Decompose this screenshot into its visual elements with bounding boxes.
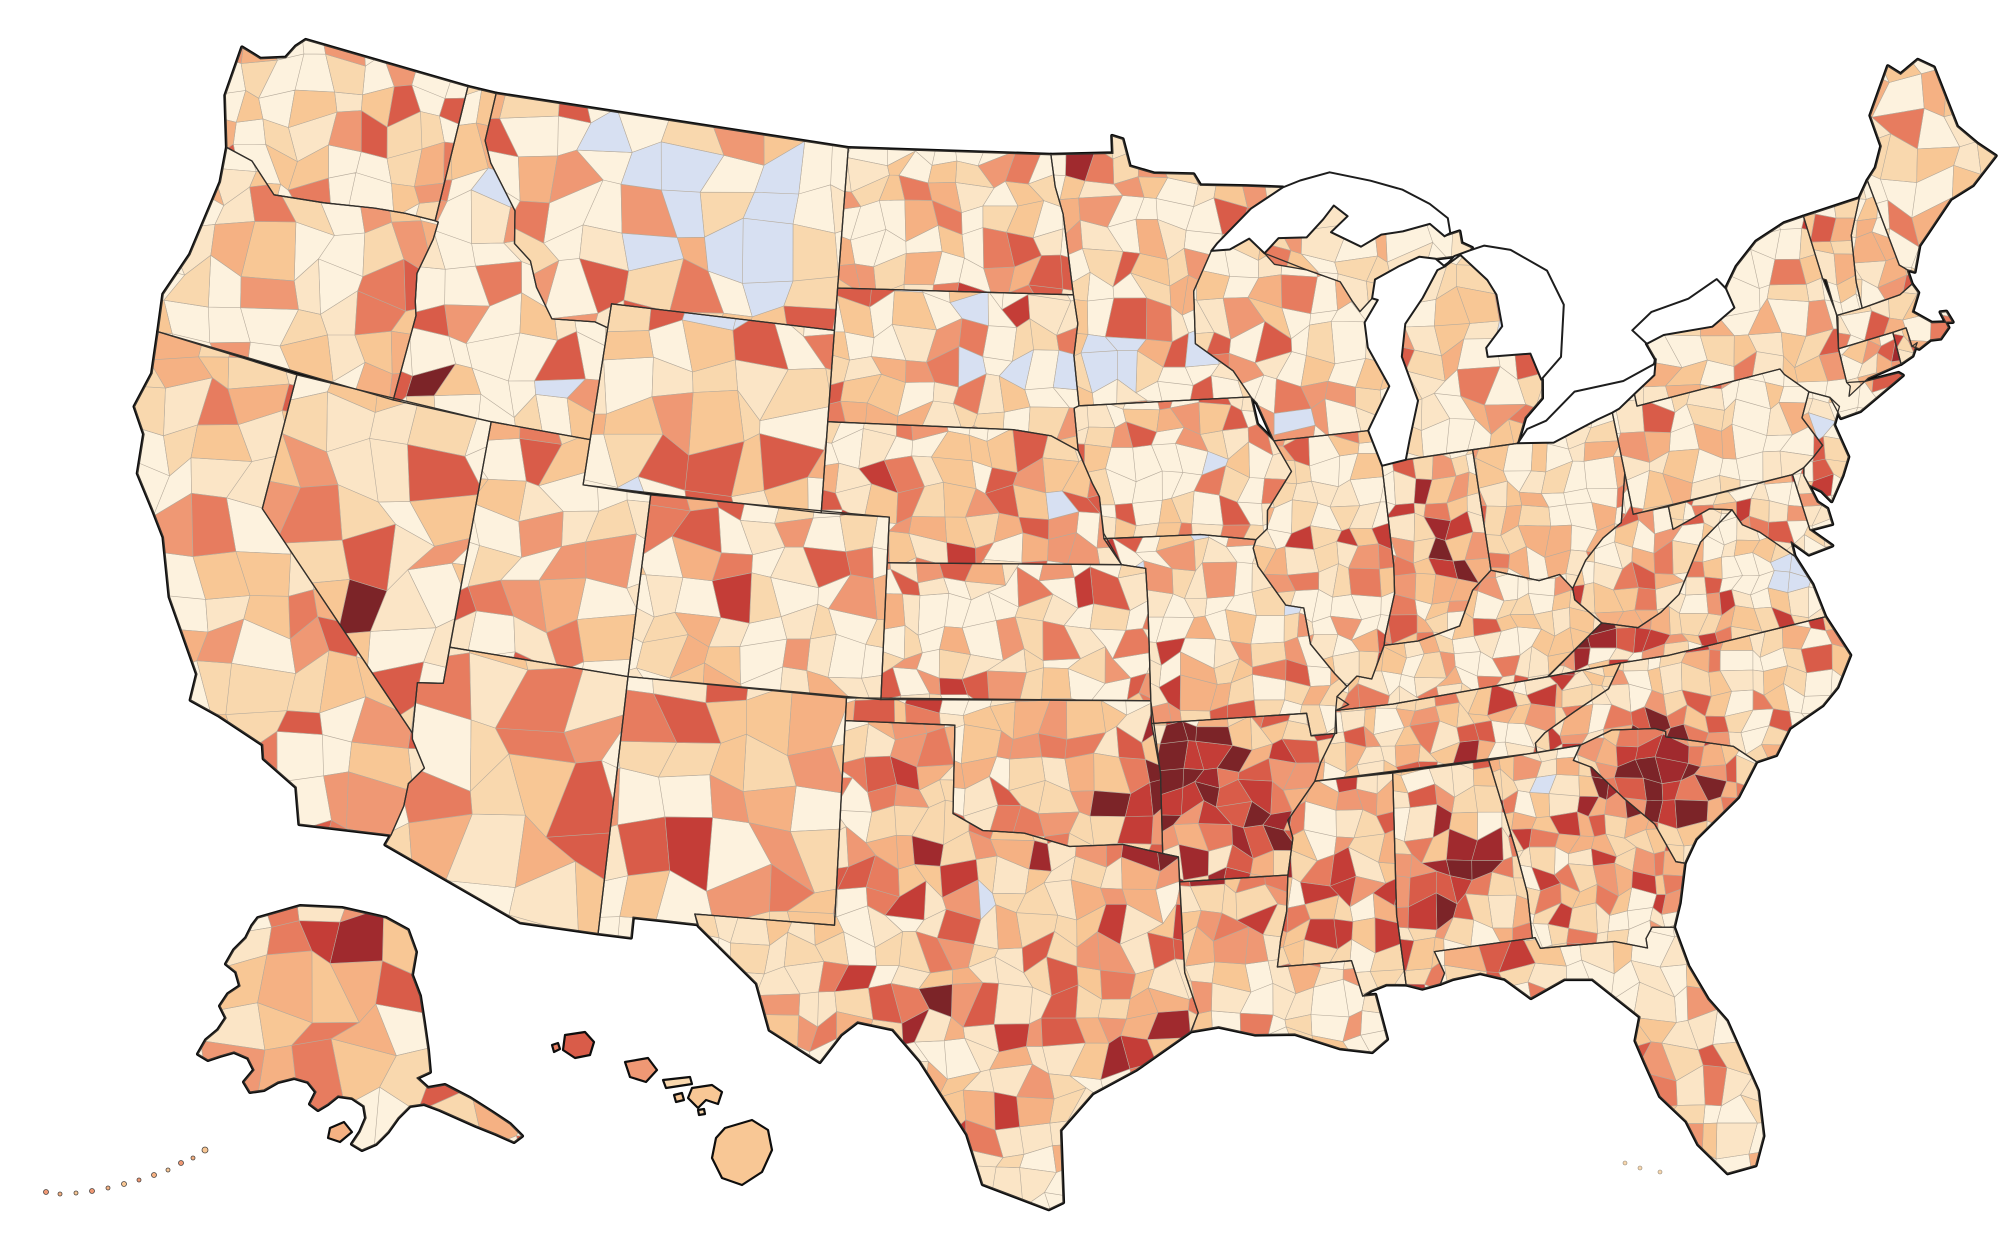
state-border-NC	[1534, 616, 1851, 763]
island-bigisland	[710, 1118, 774, 1187]
state-counties-AR	[1151, 713, 1335, 882]
island-maui	[686, 1083, 724, 1110]
county-group	[1529, 774, 1557, 794]
aleutian-island-dot	[165, 1167, 171, 1173]
county-group	[1809, 213, 1837, 243]
island-lanai	[672, 1091, 686, 1104]
county-group	[901, 835, 1192, 1080]
lake-huron	[1443, 244, 1565, 381]
state-counties-PA	[1612, 369, 1823, 515]
county-group	[880, 562, 1072, 701]
island-kauai	[561, 1030, 596, 1060]
state-border-TX	[694, 719, 1199, 1210]
island-niihau	[550, 1041, 562, 1054]
state-counties-ND	[837, 148, 1074, 295]
aleutian-island-dot	[201, 1146, 209, 1154]
county-group	[1613, 756, 1727, 829]
aleutian-island-dot	[73, 1190, 79, 1196]
state-counties-AZ	[385, 647, 628, 934]
county-fill-layer	[134, 39, 1996, 1210]
county-group	[664, 816, 713, 892]
county-group	[977, 879, 997, 921]
county-group	[821, 421, 1122, 565]
lake-michigan	[1363, 255, 1446, 467]
county-group	[711, 572, 752, 624]
florida-keys-dot	[1657, 1169, 1663, 1175]
state-counties-KS	[880, 562, 1151, 701]
aleutian-island-dot	[121, 1181, 127, 1187]
county-group	[1807, 412, 1837, 441]
county-group	[1236, 903, 1279, 936]
county-group	[1001, 294, 1031, 328]
aleutian-island-dot	[89, 1188, 95, 1194]
state-border-AZ	[384, 646, 629, 935]
state-counties-FL	[1434, 927, 1764, 1174]
county-group	[1273, 408, 1316, 436]
county-group	[827, 288, 964, 451]
state-counties-CO	[628, 495, 890, 700]
island-kahoolawe	[696, 1107, 707, 1117]
county-group	[1006, 231, 1074, 295]
state-border-FL	[1433, 926, 1765, 1174]
hawaii-inset	[43, 1030, 1663, 1197]
lake-erie	[1516, 358, 1657, 445]
county-group	[1488, 811, 1667, 949]
aleutian-island-dot	[136, 1177, 142, 1183]
county-group	[1016, 566, 1151, 701]
state-border-AK	[197, 905, 523, 1151]
island-kodiak	[326, 1120, 354, 1144]
aleutian-island-dot	[178, 1160, 184, 1166]
state-counties-IA	[1074, 396, 1292, 540]
island-oahu	[623, 1056, 659, 1084]
state-counties-ME	[1867, 59, 1996, 272]
florida-keys-dot	[1637, 1165, 1643, 1171]
aleutian-island-dot	[151, 1172, 157, 1178]
lake-ontario	[1631, 278, 1736, 345]
county-group	[163, 183, 405, 347]
county-group	[1045, 490, 1080, 520]
county-group	[845, 697, 1154, 854]
aleutian-island-dot	[43, 1189, 49, 1195]
aleutian-island-dot	[57, 1191, 63, 1197]
county-group	[1435, 859, 1504, 931]
state-counties-WY	[583, 303, 835, 513]
island-molokai	[661, 1075, 694, 1090]
county-group	[880, 562, 1148, 701]
great-lakes	[1210, 171, 1736, 467]
county-group	[576, 107, 806, 318]
county-group	[938, 566, 1094, 701]
aleutian-island-dot	[190, 1155, 196, 1161]
lake-superior	[1210, 171, 1452, 255]
state-border-ME	[1866, 59, 1997, 273]
state-counties-MN	[1050, 135, 1283, 406]
aleutian-island-dot	[105, 1185, 111, 1191]
state-counties-NE	[821, 421, 1122, 565]
florida-keys-dot	[1622, 1160, 1628, 1166]
county-group	[405, 363, 457, 397]
county-group	[1080, 324, 1220, 406]
